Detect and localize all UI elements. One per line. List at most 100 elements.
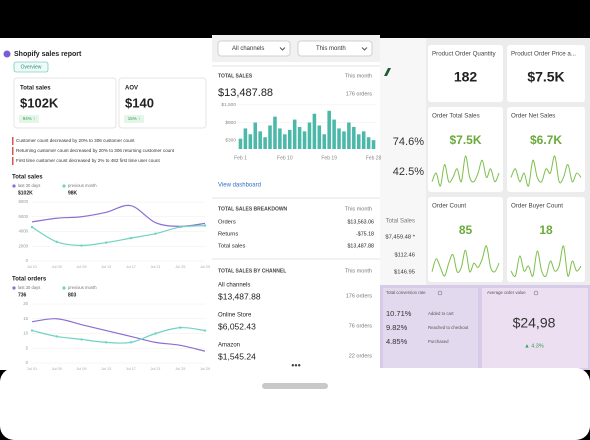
legend-total: 98K	[68, 190, 78, 196]
x-tick-label: Feb 19	[321, 155, 337, 161]
orders: 176 orders	[346, 293, 373, 299]
insight: First time customer count decreased by 2…	[16, 158, 160, 163]
y-tick-label: 0	[26, 258, 29, 263]
point	[30, 329, 34, 332]
bar	[278, 128, 282, 149]
bar	[302, 131, 307, 149]
step-label: Purchased	[428, 339, 449, 344]
sheet-handle[interactable]	[262, 383, 328, 389]
x-tick-label: Feb 28	[366, 155, 382, 161]
tab[interactable]	[13, 61, 49, 73]
x-tick-label: Jul 13	[101, 265, 111, 269]
kpi-badge	[124, 115, 144, 123]
point	[179, 326, 182, 329]
rate: 42.5%	[393, 166, 424, 178]
y-tick-label: 15	[23, 316, 28, 321]
insight-marker	[12, 137, 14, 145]
step-rate: 4.85%	[386, 337, 408, 346]
legend-total: 803	[68, 292, 77, 298]
card-title: Order Buyer Count	[511, 203, 563, 210]
point	[55, 240, 58, 244]
logo	[3, 50, 11, 58]
row-label: Orders	[218, 220, 236, 226]
row-value: -$75.18	[356, 231, 374, 237]
channel-value: $1,545.24	[218, 351, 256, 361]
bar	[356, 134, 361, 149]
point	[154, 232, 157, 235]
card	[507, 45, 585, 102]
kpi-box	[13, 77, 117, 129]
dropdown[interactable]	[217, 40, 291, 57]
info-icon[interactable]	[437, 290, 443, 296]
rate: 74.6%	[393, 136, 424, 148]
step-rate: 10.71%	[386, 309, 412, 318]
bar	[332, 119, 336, 149]
more-dots[interactable]: •••	[291, 360, 300, 370]
x-tick-label: Jul 29	[200, 367, 210, 371]
point	[203, 224, 207, 227]
kpi-label: AOV	[125, 86, 138, 92]
point	[154, 332, 157, 335]
y-tick-label: 6000	[18, 214, 28, 219]
bar	[283, 134, 287, 149]
report-title: Shopify sales report	[14, 51, 82, 58]
panel-title: Total conversion rate	[386, 290, 426, 295]
point	[30, 225, 34, 229]
card-value: 18	[539, 223, 553, 237]
x-tick-label: Jul 13	[101, 367, 111, 371]
sparkline	[431, 245, 500, 277]
sparkline	[510, 155, 582, 187]
bar	[248, 134, 253, 149]
card-value: 182	[454, 69, 478, 85]
insight: Returning customer count decreased by 20…	[16, 148, 175, 153]
y-tick-label: 0	[26, 360, 29, 365]
bar	[238, 138, 243, 149]
line-series	[31, 204, 206, 227]
y-tick-label: $900	[225, 120, 236, 126]
info-icon[interactable]	[533, 290, 539, 296]
channel-value: $6,052.43	[218, 321, 256, 331]
x-tick-label: Feb 10	[277, 155, 293, 161]
channel-name: Online Store	[218, 313, 252, 319]
line-series	[31, 326, 206, 344]
strip-label: Total Sales	[386, 219, 415, 225]
legend-swatch	[62, 286, 66, 290]
card-value: $7.5K	[527, 69, 564, 85]
orders: 22 orders	[349, 353, 372, 359]
point	[129, 341, 133, 344]
total-value: $13,487.88	[218, 87, 273, 99]
row-label: Total sales	[218, 244, 245, 250]
point	[80, 244, 83, 247]
section-title: TOTAL SALES BREAKDOWN	[218, 206, 288, 212]
point	[55, 335, 58, 338]
x-tick-label: Jul 17	[126, 265, 136, 269]
card	[428, 45, 503, 102]
insight-marker	[12, 157, 14, 165]
bar	[263, 137, 267, 149]
y-tick-label: 5	[26, 345, 29, 350]
row-value: $13,487.88	[347, 243, 374, 249]
point	[104, 241, 108, 244]
x-tick-label: Jul 01	[27, 367, 37, 371]
y-tick-label: 20	[23, 301, 28, 306]
bar	[327, 110, 331, 149]
y-tick-label: 2000	[18, 243, 28, 248]
x-tick-label: Jul 05	[52, 367, 62, 371]
card	[428, 107, 503, 192]
x-tick-label: Jul 21	[151, 367, 161, 371]
dropdown[interactable]	[297, 40, 373, 57]
bar	[253, 122, 258, 149]
orders: 76 orders	[349, 323, 372, 329]
bar	[243, 128, 248, 149]
section-title: TOTAL SALES	[218, 73, 253, 79]
y-tick-label: 4000	[18, 229, 28, 234]
line-series	[31, 318, 206, 352]
line-series	[31, 225, 206, 247]
bar	[317, 125, 322, 149]
aov-value: $24,98	[513, 315, 556, 331]
y-tick-label: 8000	[18, 199, 28, 204]
chevron-fragment	[384, 68, 391, 76]
strip-value: $112.46	[394, 253, 415, 259]
